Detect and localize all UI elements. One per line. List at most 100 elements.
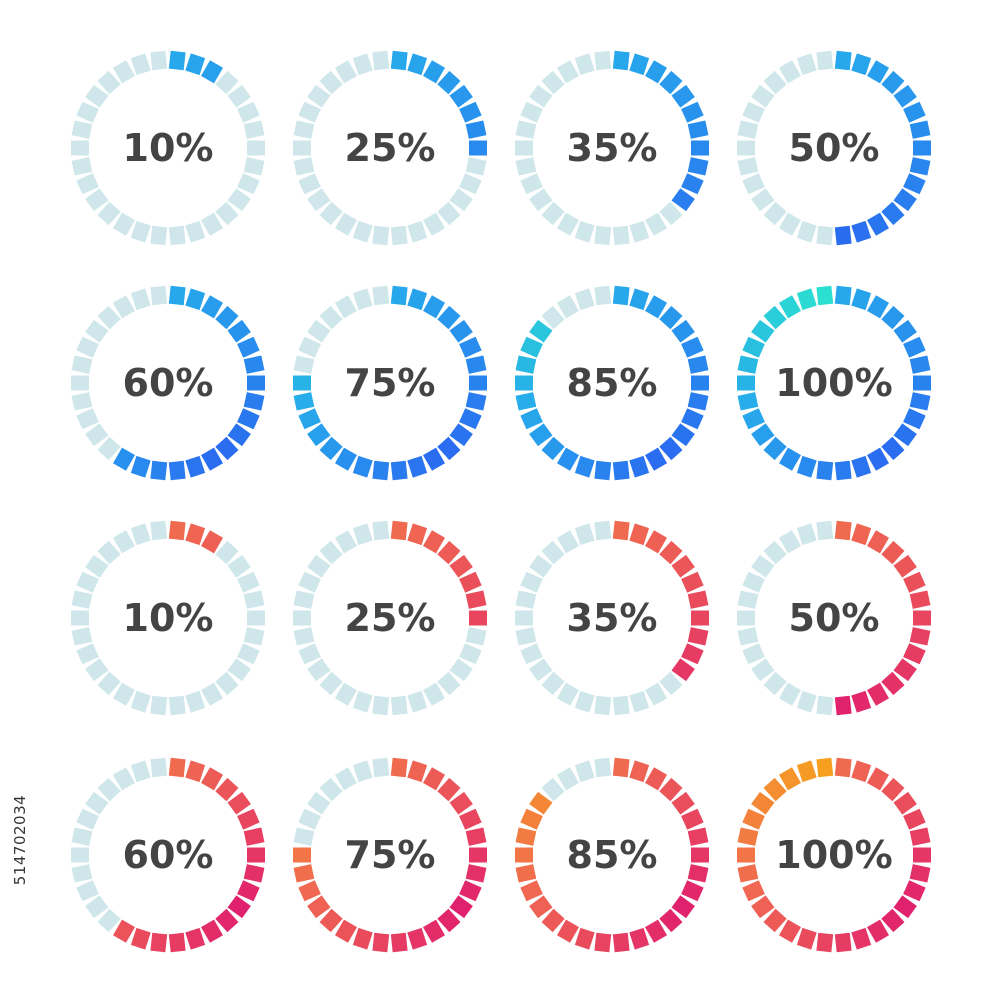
gauge-segment-filled (201, 295, 223, 319)
gauge-segment-filled (691, 847, 709, 863)
gauge-segment-empty (594, 50, 612, 71)
gauge-segment-empty (71, 355, 93, 374)
gauge-segment-filled (390, 285, 408, 306)
gauge-segment-filled (834, 225, 852, 246)
progress-gauge: 60% (71, 757, 265, 953)
gauge-segment-empty (97, 908, 121, 933)
gauge-segment-empty (76, 643, 99, 665)
gauge-segment-filled (867, 212, 889, 236)
gauge-segment-filled (437, 777, 461, 802)
gauge-segment-empty (541, 671, 565, 696)
gauge-segment-empty (76, 101, 99, 123)
gauge-segment-filled (909, 590, 931, 609)
gauge-segment-filled (737, 864, 759, 883)
progress-gauge: 100% (737, 285, 931, 481)
gauge-segment-empty (150, 757, 168, 778)
gauge-segment-empty (437, 201, 461, 226)
gauge-segment-filled (742, 880, 765, 902)
gauge-segment-filled (629, 927, 650, 950)
gauge-segment-filled (779, 447, 801, 471)
gauge-segment-empty (737, 627, 759, 646)
gauge-segment-filled (574, 455, 595, 478)
gauge-segment-filled (594, 932, 612, 953)
gauge-segment-filled (867, 60, 889, 84)
gauge-segment-filled (659, 436, 683, 461)
gauge-segment-empty (629, 220, 650, 243)
gauge-segment-filled (681, 336, 704, 358)
gauge-segment-filled (645, 530, 667, 554)
gauge-segment-filled (541, 436, 565, 461)
gauge-segment-empty (659, 201, 683, 226)
gauge-segment-empty (390, 695, 408, 716)
gauge-segment-empty (319, 540, 343, 565)
gauge-segment-empty (515, 157, 537, 176)
gauge-segment-filled (796, 760, 817, 783)
gauge-segment-filled (834, 460, 852, 481)
gauge-segment-empty (645, 212, 667, 236)
gauge-segment-filled (423, 295, 445, 319)
gauge-segment-filled (671, 84, 695, 108)
gauge-segment-filled (465, 355, 487, 374)
gauge-segment-filled (227, 319, 251, 343)
gauge-segment-filled (779, 919, 801, 943)
gauge-segment-filled (515, 864, 537, 883)
gauge-segment-filled (629, 760, 650, 783)
progress-gauge: 10% (71, 520, 265, 716)
gauge-segment-filled (909, 157, 931, 176)
gauge-segment-empty (574, 523, 595, 546)
gauge-segment-filled (867, 767, 889, 791)
gauge-segment-empty (459, 643, 482, 665)
gauge-segment-filled (903, 408, 926, 430)
gauge-segment-empty (574, 288, 595, 311)
gauge-segment-empty (816, 520, 834, 541)
gauge-segment-empty (237, 643, 260, 665)
gauge-segment-empty (243, 120, 265, 139)
gauge-segment-filled (215, 305, 239, 330)
gauge-segment-empty (335, 767, 357, 791)
gauge-segment-filled (541, 908, 565, 933)
gauge-segment-filled (681, 101, 704, 123)
gauge-segment-empty (130, 220, 151, 243)
gauge-segment-filled (319, 908, 343, 933)
gauge-segment-filled (629, 288, 650, 311)
gauge-segment-filled (407, 455, 428, 478)
gauge-segment-empty (407, 690, 428, 713)
gauge-segment-filled (629, 53, 650, 76)
gauge-segment-empty (293, 120, 315, 139)
gauge-segment-empty (150, 695, 168, 716)
gauge-segment-empty (763, 201, 787, 226)
gauge-segment-filled (816, 460, 834, 481)
gauge-segment-empty (529, 658, 553, 682)
gauge-segment-filled (407, 760, 428, 783)
gauge-segment-filled (520, 408, 543, 430)
gauge-segment-filled (834, 520, 852, 541)
gauge-segment-empty (372, 520, 390, 541)
gauge-segment-filled (185, 523, 206, 546)
gauge-segment-filled (659, 540, 683, 565)
gauge-segment-filled (881, 671, 905, 696)
gauge-segment-empty (97, 305, 121, 330)
gauge-percent-label: 75% (345, 361, 436, 405)
gauge-segment-empty (215, 201, 239, 226)
gauge-segment-empty (113, 767, 135, 791)
gauge-segment-filled (681, 173, 704, 195)
gauge-segment-filled (834, 50, 852, 71)
gauge-segment-filled (459, 880, 482, 902)
gauge-segment-empty (298, 571, 321, 593)
gauge-segment-empty (520, 571, 543, 593)
gauge-segment-filled (645, 767, 667, 791)
gauge-segment-filled (737, 827, 759, 846)
gauge-segment-empty (243, 590, 265, 609)
gauge-segment-filled (515, 827, 537, 846)
gauge-segment-filled (372, 460, 390, 481)
gauge-segment-empty (319, 305, 343, 330)
gauge-segment-empty (113, 60, 135, 84)
gauge-segment-empty (97, 671, 121, 696)
gauge-segment-filled (681, 808, 704, 830)
gauge-segment-filled (659, 70, 683, 95)
gauge-segment-filled (645, 919, 667, 943)
gauge-segment-empty (352, 53, 373, 76)
gauge-segment-filled (113, 919, 135, 943)
gauge-segment-empty (352, 288, 373, 311)
gauge-segment-filled (645, 60, 667, 84)
